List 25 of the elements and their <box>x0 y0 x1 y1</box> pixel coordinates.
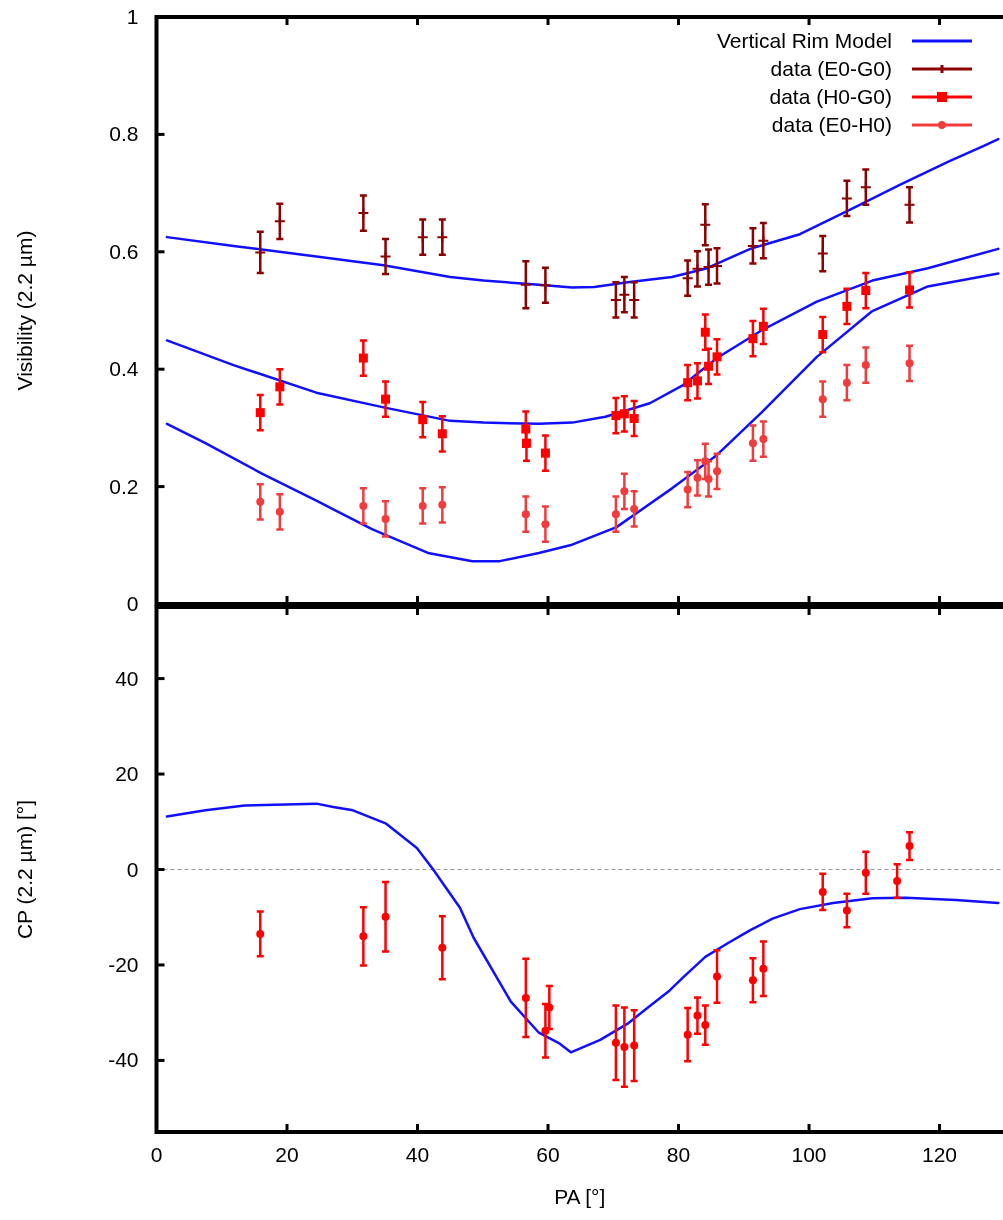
x-tick-label: 20 <box>275 1143 299 1166</box>
y-tick-label: 40 <box>115 666 139 690</box>
y-tick-label: 0.8 <box>109 122 139 146</box>
x-tick-label: 120 <box>922 1143 958 1166</box>
y-tick-label: 0 <box>126 592 139 615</box>
y-tick-label: 0.2 <box>109 474 139 498</box>
x-tick-label: 0 <box>150 1143 163 1166</box>
x-tick-label: 40 <box>405 1143 430 1166</box>
y-tick-label: 0 <box>126 857 139 881</box>
y-axis-title: Visibility (2.2 µm) <box>13 230 36 391</box>
legend-label: Vertical Rim Model <box>716 29 892 52</box>
x-tick-label: 100 <box>791 1143 827 1166</box>
y-tick-label: 1 <box>126 5 139 28</box>
legend-label: data (E0-H0) <box>771 113 892 136</box>
legend-label: data (E0-G0) <box>770 57 892 80</box>
y-tick-label: 0.4 <box>109 357 139 381</box>
y-tick-label: 0.6 <box>109 239 139 263</box>
legend-label: data (H0-G0) <box>769 85 892 108</box>
x-axis-title: PA [°] <box>554 1185 606 1208</box>
y-tick-label: -40 <box>108 1048 139 1072</box>
x-tick-label: 60 <box>536 1143 560 1166</box>
y-tick-label: -20 <box>108 952 139 976</box>
y-axis-title: CP (2.2 µm) [°] <box>13 799 36 940</box>
y-tick-label: 20 <box>115 762 139 786</box>
x-tick-label: 80 <box>666 1143 691 1166</box>
